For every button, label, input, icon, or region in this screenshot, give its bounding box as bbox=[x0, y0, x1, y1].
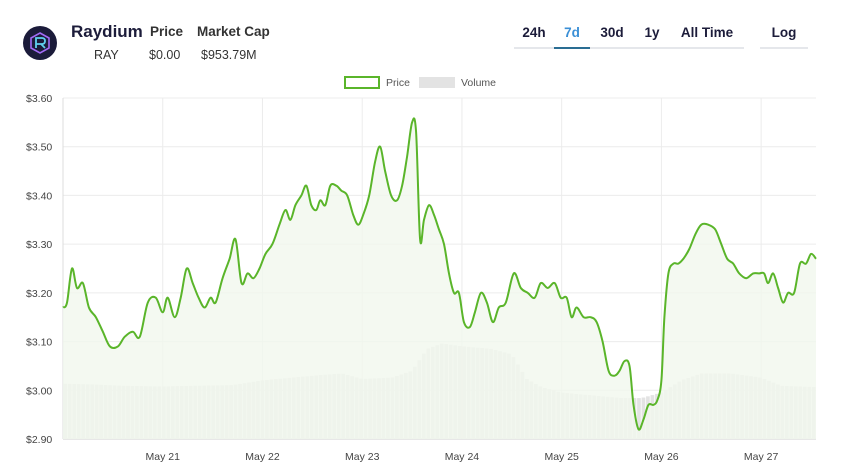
tab-7d[interactable]: 7d bbox=[554, 22, 590, 49]
legend-price-swatch bbox=[344, 76, 380, 89]
tab-1y[interactable]: 1y bbox=[634, 22, 670, 49]
y-tick-label: $3.50 bbox=[26, 142, 52, 154]
price-line bbox=[62, 117, 817, 431]
x-tick-label: May 22 bbox=[245, 451, 280, 463]
x-tick-label: May 21 bbox=[146, 451, 181, 463]
tab-all-time[interactable]: All Time bbox=[670, 22, 744, 49]
y-tick-label: $3.30 bbox=[26, 239, 52, 251]
legend-volume-label: Volume bbox=[461, 77, 496, 89]
price-label: Price bbox=[150, 24, 184, 39]
x-tick-label: May 27 bbox=[744, 451, 779, 463]
time-range-tabs: 24h 7d 30d 1y All Time bbox=[514, 22, 744, 49]
raydium-logo-icon bbox=[24, 27, 56, 59]
market-cap-value: $953.79M bbox=[201, 48, 257, 62]
x-tick-label: May 25 bbox=[544, 451, 579, 463]
coin-symbol: RAY bbox=[94, 48, 119, 62]
y-tick-label: $3.10 bbox=[26, 337, 52, 349]
tab-24h[interactable]: 24h bbox=[514, 22, 554, 49]
price-value: $0.00 bbox=[149, 48, 181, 62]
legend-volume-swatch bbox=[419, 77, 455, 88]
legend-price-label: Price bbox=[386, 77, 410, 89]
raydium-logo bbox=[23, 26, 57, 60]
y-tick-label: $3.00 bbox=[26, 385, 52, 397]
coin-name: Raydium bbox=[71, 22, 143, 41]
log-scale-toggle[interactable]: Log bbox=[760, 22, 808, 49]
market-cap-label: Market Cap bbox=[197, 24, 270, 39]
x-tick-label: May 23 bbox=[345, 451, 380, 463]
price-area bbox=[63, 118, 816, 440]
x-tick-label: May 24 bbox=[445, 451, 480, 463]
y-tick-label: $3.20 bbox=[26, 288, 52, 300]
y-tick-label: $3.40 bbox=[26, 190, 52, 202]
y-tick-label: $2.90 bbox=[26, 434, 52, 446]
tab-30d[interactable]: 30d bbox=[590, 22, 634, 49]
y-tick-label: $3.60 bbox=[26, 93, 52, 105]
x-tick-label: May 26 bbox=[644, 451, 679, 463]
volume-bar bbox=[637, 398, 641, 439]
